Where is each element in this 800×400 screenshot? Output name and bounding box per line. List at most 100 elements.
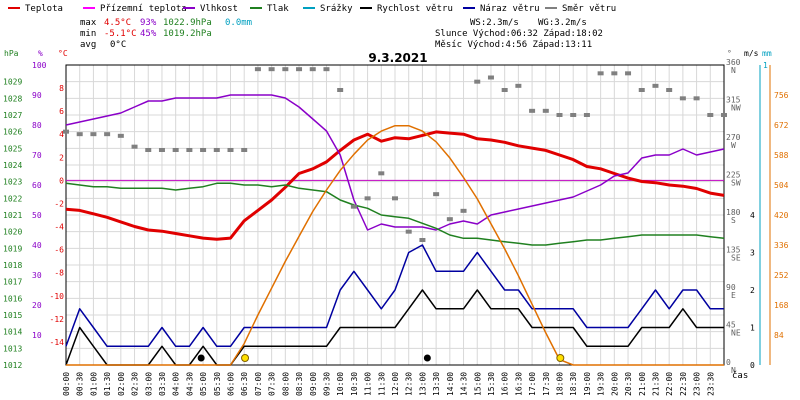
temperature-tick: 8 <box>59 84 64 93</box>
legend-label: Náraz větru <box>480 4 540 14</box>
wind-dir-mark <box>268 67 275 72</box>
wind-dir-mark <box>350 204 357 209</box>
x-tick-label: 08:30 <box>295 372 304 396</box>
pressure-tick: 1020 <box>3 228 22 237</box>
x-tick-label: 21:00 <box>638 372 647 396</box>
pressure-tick: 1024 <box>3 161 22 170</box>
wind-dir-mark <box>693 96 700 101</box>
wind-dir-mark <box>611 71 618 76</box>
chart-title: 9.3.2021 <box>368 51 427 65</box>
x-tick-label: 20:00 <box>610 372 619 396</box>
humidity-tick: 80 <box>32 121 42 130</box>
wind-dir-mark <box>323 67 330 72</box>
wind-dir-name: W <box>731 141 736 150</box>
wind-dir-mark <box>296 67 303 72</box>
temperature-tick: 0 <box>59 176 64 185</box>
wind-dir-mark <box>433 192 440 197</box>
x-tick-label: 18:30 <box>569 372 578 396</box>
pressure-tick: 1028 <box>3 94 22 103</box>
wind-dir-mark <box>158 148 165 152</box>
wind-dir-mark <box>419 238 426 242</box>
x-tick-label: 06:00 <box>227 372 236 396</box>
wind-dir-mark <box>529 108 536 113</box>
wind-dir-mark <box>90 132 97 137</box>
humidity-tick: 60 <box>32 181 42 190</box>
stat-moon: Měsíc Východ:4:56 Západ:13:11 <box>435 40 592 50</box>
x-tick-label: 23:30 <box>706 372 715 396</box>
wind-dir-mark <box>76 132 83 137</box>
x-tick-label: 03:30 <box>158 372 167 396</box>
wind-speed-tick: 1 <box>750 324 755 333</box>
x-tick-label: 05:00 <box>199 372 208 396</box>
x-tick-label: 13:30 <box>432 372 441 396</box>
pressure-tick: 1017 <box>3 278 22 287</box>
legend-label: Vlhkost <box>200 4 238 14</box>
stat-max-temp: 4.5°C <box>104 18 131 28</box>
wind-dir-mark <box>392 196 398 201</box>
solar-tick: 336 <box>774 241 789 250</box>
stat-max-label: max <box>80 18 97 28</box>
series-line <box>65 182 725 246</box>
wind-dir-mark <box>63 129 69 134</box>
wind-dir-mark <box>378 171 385 176</box>
pressure-axis-unit: hPa <box>4 49 19 58</box>
wind-dir-mark <box>570 113 577 117</box>
series-layer <box>63 67 727 366</box>
x-tick-label: 10:30 <box>350 372 359 396</box>
x-tick-label: 22:30 <box>679 372 688 396</box>
x-tick-label: 01:30 <box>103 372 112 396</box>
x-tick-label: 14:00 <box>446 372 455 396</box>
rain-top-tick: 1 <box>763 61 768 70</box>
solar-tick: 252 <box>774 271 789 280</box>
temperature-tick: 2 <box>59 153 64 162</box>
series-line <box>65 130 725 241</box>
wind-speed-unit: m/s <box>744 49 759 58</box>
x-tick-label: 11:00 <box>364 372 373 396</box>
wind-dir-mark <box>172 148 179 152</box>
humidity-tick: 30 <box>32 271 42 280</box>
moonrise-marker <box>197 354 205 362</box>
solar-tick: 672 <box>774 121 789 130</box>
stat-wg: WG:3.2m/s <box>538 18 587 28</box>
wind-dir-tick: 135 <box>726 246 741 255</box>
series-line <box>66 124 724 366</box>
x-axis-label: čas <box>732 370 748 381</box>
temperature-tick: -14 <box>50 338 65 347</box>
x-tick-label: 23:00 <box>693 372 702 396</box>
wind-dir-mark <box>501 88 508 92</box>
x-tick-label: 15:00 <box>473 372 482 396</box>
stat-sun: Slunce Východ:06:32 Západ:18:02 <box>435 29 603 39</box>
gridlines <box>65 64 725 366</box>
legend-label: Směr větru <box>562 4 616 14</box>
temperature-tick: -2 <box>54 199 64 208</box>
temperature-tick: 4 <box>59 130 64 139</box>
sun-moon-markers <box>197 354 565 362</box>
humidity-tick: 90 <box>32 91 42 100</box>
wind-dir-name: SE <box>731 254 741 263</box>
stat-min-temp: -5.1°C <box>104 29 137 39</box>
wind-dir-mark <box>487 75 494 80</box>
temperature-tick: -10 <box>50 292 65 301</box>
wind-dir-tick: 315 <box>726 96 741 105</box>
moonset-marker <box>423 354 431 362</box>
wind-speed-tick: 4 <box>750 211 755 220</box>
wind-dir-name: N <box>731 366 736 375</box>
x-tick-label: 07:00 <box>254 372 263 396</box>
temperature-tick: -4 <box>54 223 64 232</box>
wind-dir-name: SW <box>731 179 741 188</box>
wind-dir-tick: 45 <box>726 321 736 330</box>
wind-dir-name: S <box>731 216 736 225</box>
humidity-tick: 100 <box>32 61 47 70</box>
x-tick-label: 08:00 <box>281 372 290 396</box>
temperature-tick: -12 <box>50 315 65 324</box>
humidity-tick: 20 <box>32 301 42 310</box>
x-tick-label: 09:00 <box>309 372 318 396</box>
x-tick-label: 14:30 <box>460 372 469 396</box>
wind-dir-mark <box>652 83 659 88</box>
stat-ws: WS:2.3m/s <box>470 18 519 28</box>
x-tick-label: 18:00 <box>556 372 565 396</box>
pressure-tick: 1025 <box>3 144 22 153</box>
pressure-tick: 1023 <box>3 178 22 187</box>
temperature-tick: 6 <box>59 107 64 116</box>
